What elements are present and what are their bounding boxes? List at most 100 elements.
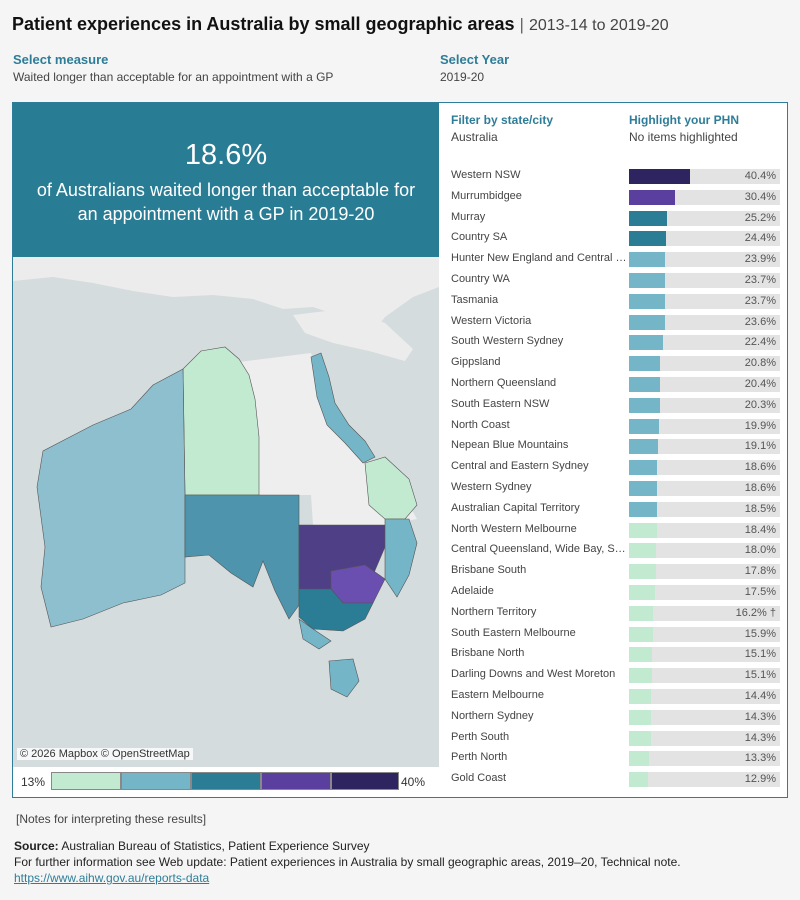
phn-row[interactable]: Hunter New England and Central Coast 23.9… <box>440 249 787 270</box>
phn-highlight-value[interactable]: No items highlighted <box>629 130 738 144</box>
map-region-murray[interactable] <box>298 588 374 632</box>
phn-name: Western NSW <box>451 169 521 181</box>
bar[interactable] <box>629 543 656 559</box>
phn-row[interactable]: Gippsland 20.8% <box>440 353 787 374</box>
bar[interactable] <box>629 314 665 330</box>
phn-name: Western Sydney <box>451 480 532 493</box>
bar-value-label: 17.5% <box>744 585 776 598</box>
bar[interactable] <box>629 335 663 351</box>
bar[interactable] <box>629 605 653 621</box>
bar[interactable] <box>629 668 652 684</box>
title-date-range: 2013-14 to 2019-20 <box>528 17 669 34</box>
bar[interactable] <box>629 647 652 663</box>
phn-name: South Eastern NSW <box>451 397 550 410</box>
phn-row[interactable]: Northern Queensland 20.4% <box>440 374 787 395</box>
phn-row[interactable]: Western NSW 40.4% <box>440 166 787 187</box>
phn-row[interactable]: Australian Capital Territory 18.5% <box>440 499 787 520</box>
bar[interactable] <box>629 439 658 455</box>
bar[interactable] <box>629 460 657 476</box>
bar[interactable] <box>629 522 657 538</box>
bar[interactable] <box>629 189 675 205</box>
phn-name: Gippsland <box>451 356 501 369</box>
bar-track: 17.8% <box>629 564 780 580</box>
bar-track: 19.9% <box>629 418 780 434</box>
bar-value-label: 15.1% <box>744 648 776 661</box>
phn-row[interactable]: Perth North 13.3% <box>440 748 787 769</box>
phn-row[interactable]: South Eastern Melbourne 15.9% <box>440 624 787 645</box>
bar-value-label: 20.8% <box>744 357 776 370</box>
phn-name: Murrumbidgee <box>451 189 522 202</box>
bar[interactable] <box>629 397 660 413</box>
phn-row[interactable]: Darling Downs and West Moreton 15.1% <box>440 665 787 686</box>
phn-row[interactable]: South Eastern NSW 20.3% <box>440 395 787 416</box>
phn-row[interactable]: Eastern Melbourne 14.4% <box>440 686 787 707</box>
bar-track: 12.9% <box>629 772 780 788</box>
map-region-central-queensland[interactable] <box>364 456 418 520</box>
bar[interactable] <box>629 564 656 580</box>
year-value[interactable]: 2019-20 <box>440 70 485 84</box>
bar[interactable] <box>629 584 655 600</box>
phn-row[interactable]: Gold Coast 12.9% <box>440 769 787 790</box>
notes-link[interactable]: [Notes for interpreting these results] <box>16 812 207 826</box>
bar-value-label: 14.4% <box>744 689 776 702</box>
phn-row[interactable]: Adelaide 17.5% <box>440 582 787 603</box>
phn-highlight[interactable]: Highlight your PHN No items highlighted <box>629 113 739 144</box>
bar[interactable] <box>629 709 651 725</box>
map-region-tasmania[interactable] <box>328 658 360 698</box>
year-selector[interactable]: Select Year 2019-20 <box>440 52 509 84</box>
phn-row[interactable]: North Western Melbourne 18.4% <box>440 520 787 541</box>
bar[interactable] <box>629 376 660 392</box>
phn-row[interactable]: Murrumbidgee 30.4% <box>440 187 787 208</box>
bar[interactable] <box>629 356 660 372</box>
bar[interactable] <box>629 772 648 788</box>
bar[interactable] <box>629 730 651 746</box>
phn-row[interactable]: North Coast 19.9% <box>440 416 787 437</box>
measure-value[interactable]: Waited longer than acceptable for an app… <box>13 70 334 84</box>
bar-track: 20.4% <box>629 376 780 392</box>
bar-value-label: 24.4% <box>744 232 776 245</box>
bar-value-label: 23.9% <box>744 253 776 266</box>
info-text: For further information see Web update: … <box>14 855 681 869</box>
phn-row[interactable]: Murray 25.2% <box>440 208 787 229</box>
phn-row[interactable]: Western Sydney 18.6% <box>440 478 787 499</box>
bar[interactable] <box>629 751 649 767</box>
phn-row[interactable]: Central and Eastern Sydney 18.6% <box>440 457 787 478</box>
phn-row[interactable]: South Western Sydney 22.4% <box>440 332 787 353</box>
phn-row[interactable]: Country SA 24.4% <box>440 228 787 249</box>
aihw-link[interactable]: https://www.aihw.gov.au/reports-data <box>14 871 210 885</box>
bar[interactable] <box>629 169 690 184</box>
page-title: Patient experiences in Australia by smal… <box>12 14 515 34</box>
phn-row[interactable]: Tasmania 23.7% <box>440 291 787 312</box>
bar[interactable] <box>629 293 665 309</box>
bar[interactable] <box>629 252 665 268</box>
phn-row[interactable]: Western Victoria 23.6% <box>440 312 787 333</box>
phn-row[interactable]: Brisbane North 15.1% <box>440 644 787 665</box>
phn-row[interactable]: Brisbane South 17.8% <box>440 561 787 582</box>
phn-map[interactable] <box>13 257 439 767</box>
map-column: 18.6% of Australians waited longer than … <box>13 103 439 797</box>
bar[interactable] <box>629 210 667 226</box>
state-filter[interactable]: Filter by state/city Australia <box>451 113 553 144</box>
bar[interactable] <box>629 480 657 496</box>
bar-value-label: 15.9% <box>744 627 776 640</box>
phn-row[interactable]: Perth South 14.3% <box>440 728 787 749</box>
bar-value-label: 18.6% <box>744 461 776 474</box>
phn-row[interactable]: Nepean Blue Mountains 19.1% <box>440 436 787 457</box>
bar[interactable] <box>629 688 651 704</box>
bar[interactable] <box>629 418 659 434</box>
map-region-country-wa[interactable] <box>36 368 186 628</box>
bar[interactable] <box>629 272 665 288</box>
bar[interactable] <box>629 231 666 247</box>
bar[interactable] <box>629 626 653 642</box>
bar-track: 20.3% <box>629 397 780 413</box>
map-region-northern-queensland[interactable] <box>310 352 376 464</box>
phn-row[interactable]: Central Queensland, Wide Bay, Sunshine C… <box>440 540 787 561</box>
map-region-hunter-new-england[interactable] <box>384 518 418 598</box>
map-region-western-victoria[interactable] <box>298 618 332 650</box>
phn-row[interactable]: Northern Territory 16.2% † <box>440 603 787 624</box>
state-filter-value[interactable]: Australia <box>451 130 498 144</box>
measure-selector[interactable]: Select measure Waited longer than accept… <box>13 52 333 84</box>
bar[interactable] <box>629 501 657 517</box>
phn-row[interactable]: Northern Sydney 14.3% <box>440 707 787 728</box>
phn-row[interactable]: Country WA 23.7% <box>440 270 787 291</box>
